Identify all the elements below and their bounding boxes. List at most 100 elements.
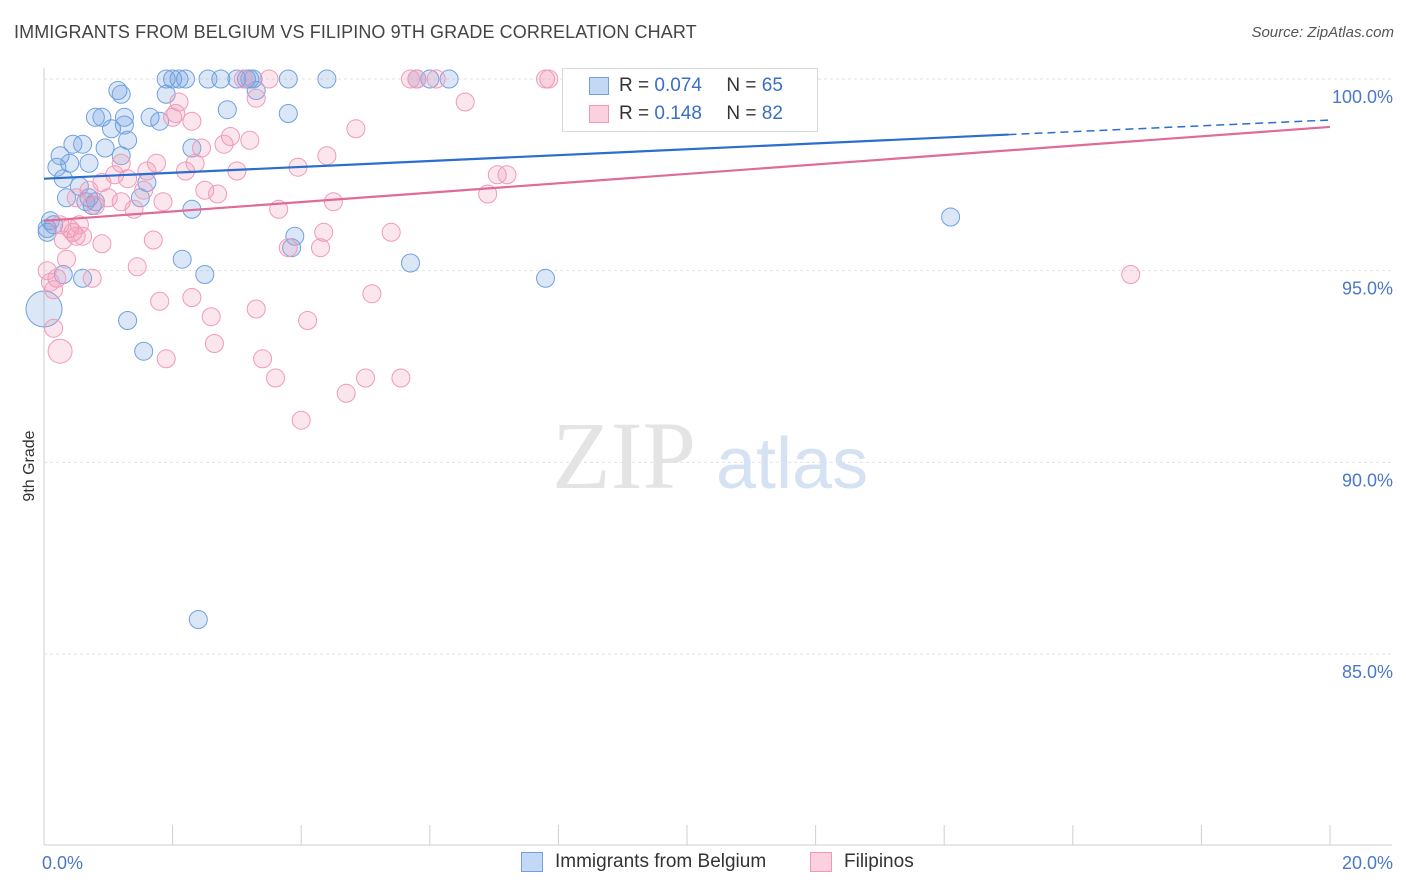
point-filipinos [150, 291, 170, 311]
point-belgium [217, 100, 237, 120]
grid-lines [44, 78, 1392, 655]
point-filipinos [214, 134, 234, 154]
legend-swatch-belgium [589, 77, 609, 95]
point-filipinos [73, 226, 93, 246]
legend-r-label: R = [619, 75, 650, 96]
point-belgium [401, 253, 420, 273]
point-filipinos [92, 173, 112, 192]
point-belgium [108, 81, 128, 100]
point-belgium [111, 84, 131, 104]
point-belgium [227, 69, 247, 89]
point-filipinos [143, 230, 163, 250]
point-filipinos [44, 318, 64, 338]
point-filipinos [182, 111, 202, 131]
trend-line-belgium-extension [1008, 119, 1331, 136]
point-filipinos [127, 257, 147, 277]
watermark-atlas: atlas [716, 424, 868, 504]
point-filipinos [455, 92, 475, 112]
axes [43, 68, 1392, 846]
point-belgium [182, 138, 202, 158]
point-filipinos [147, 153, 166, 173]
point-filipinos [497, 165, 517, 185]
point-filipinos [253, 349, 273, 369]
point-filipinos [317, 146, 337, 166]
point-belgium [278, 69, 298, 89]
point-filipinos [298, 311, 318, 330]
point-filipinos [356, 368, 375, 388]
point-belgium [188, 610, 208, 629]
point-belgium [114, 107, 134, 127]
point-filipinos [166, 104, 186, 123]
trend-line-belgium [43, 133, 1009, 180]
point-belgium [439, 69, 459, 89]
axis-labels: 100.0% 95.0% 90.0% 85.0% 0.0% 20.0% [42, 87, 1393, 873]
point-belgium [941, 207, 961, 227]
point-filipinos [201, 307, 221, 327]
legend-swatch-filipinos [589, 105, 609, 123]
trend-line-filipinos [43, 125, 1331, 222]
point-belgium [73, 268, 93, 288]
point-belgium [25, 290, 63, 328]
point-filipinos [137, 161, 157, 181]
point-filipinos [401, 69, 420, 89]
legend-n-value: 65 [761, 75, 783, 96]
bottom-legend-filipinos: Filipinos [810, 851, 914, 873]
point-filipinos [246, 299, 266, 319]
legend-n-label: N = [726, 75, 757, 96]
point-belgium [114, 115, 134, 135]
point-filipinos [44, 280, 64, 300]
y-tick-label: 95.0% [1342, 279, 1393, 299]
bottom-legend-belgium: Immigrants from Belgium [521, 851, 766, 873]
point-filipinos [259, 69, 279, 89]
legend-n-value: 82 [761, 103, 783, 124]
point-belgium [76, 192, 96, 212]
legend-r-value: 0.148 [654, 103, 702, 124]
point-filipinos [37, 261, 57, 281]
chart-title: IMMIGRANTS FROM BELGIUM VS FILIPINO 9TH … [14, 22, 697, 42]
point-filipinos [278, 238, 298, 258]
point-filipinos [487, 165, 507, 185]
point-belgium [246, 81, 266, 100]
point-filipinos [66, 226, 86, 246]
point-filipinos [82, 268, 102, 288]
point-belgium [63, 134, 83, 154]
point-belgium [118, 311, 138, 330]
point-belgium [176, 69, 195, 89]
point-filipinos [291, 410, 311, 430]
point-belgium [73, 134, 93, 154]
point-filipinos [208, 184, 228, 204]
point-belgium [85, 107, 105, 127]
point-belgium [285, 226, 305, 246]
point-filipinos [346, 119, 366, 139]
point-filipinos [221, 127, 240, 146]
point-belgium [172, 249, 192, 269]
point-filipinos [153, 192, 173, 212]
bottom-legend-label-filipinos: Filipinos [844, 851, 914, 872]
legend-r-value: 0.074 [654, 75, 702, 96]
point-filipinos [156, 349, 176, 369]
point-filipinos [381, 222, 401, 242]
legend-n-label: N = [726, 103, 757, 124]
point-filipinos [53, 230, 73, 250]
point-belgium [140, 107, 160, 127]
point-filipinos [63, 222, 83, 242]
point-filipinos [266, 368, 285, 388]
watermark: ZIP atlas [552, 402, 868, 509]
legend-row-filipinos: R = 0.148 N = 82 [589, 103, 783, 125]
point-filipinos [314, 222, 334, 242]
point-belgium [102, 119, 121, 139]
point-filipinos [192, 138, 211, 158]
point-belgium [195, 265, 215, 284]
y-tick-label: 100.0% [1332, 87, 1393, 107]
point-belgium [111, 146, 131, 166]
point-belgium [240, 69, 260, 89]
point-filipinos [134, 180, 154, 200]
point-belgium [317, 69, 337, 89]
point-belgium [150, 111, 170, 131]
legend: R = 0.074 N = 65 R = 0.148 N = 82 [562, 68, 818, 132]
watermark-zip: ZIP [552, 402, 696, 509]
legend-row-belgium: R = 0.074 N = 65 [589, 75, 783, 97]
point-filipinos [391, 368, 411, 388]
point-filipinos [204, 334, 224, 353]
point-belgium [57, 188, 76, 208]
